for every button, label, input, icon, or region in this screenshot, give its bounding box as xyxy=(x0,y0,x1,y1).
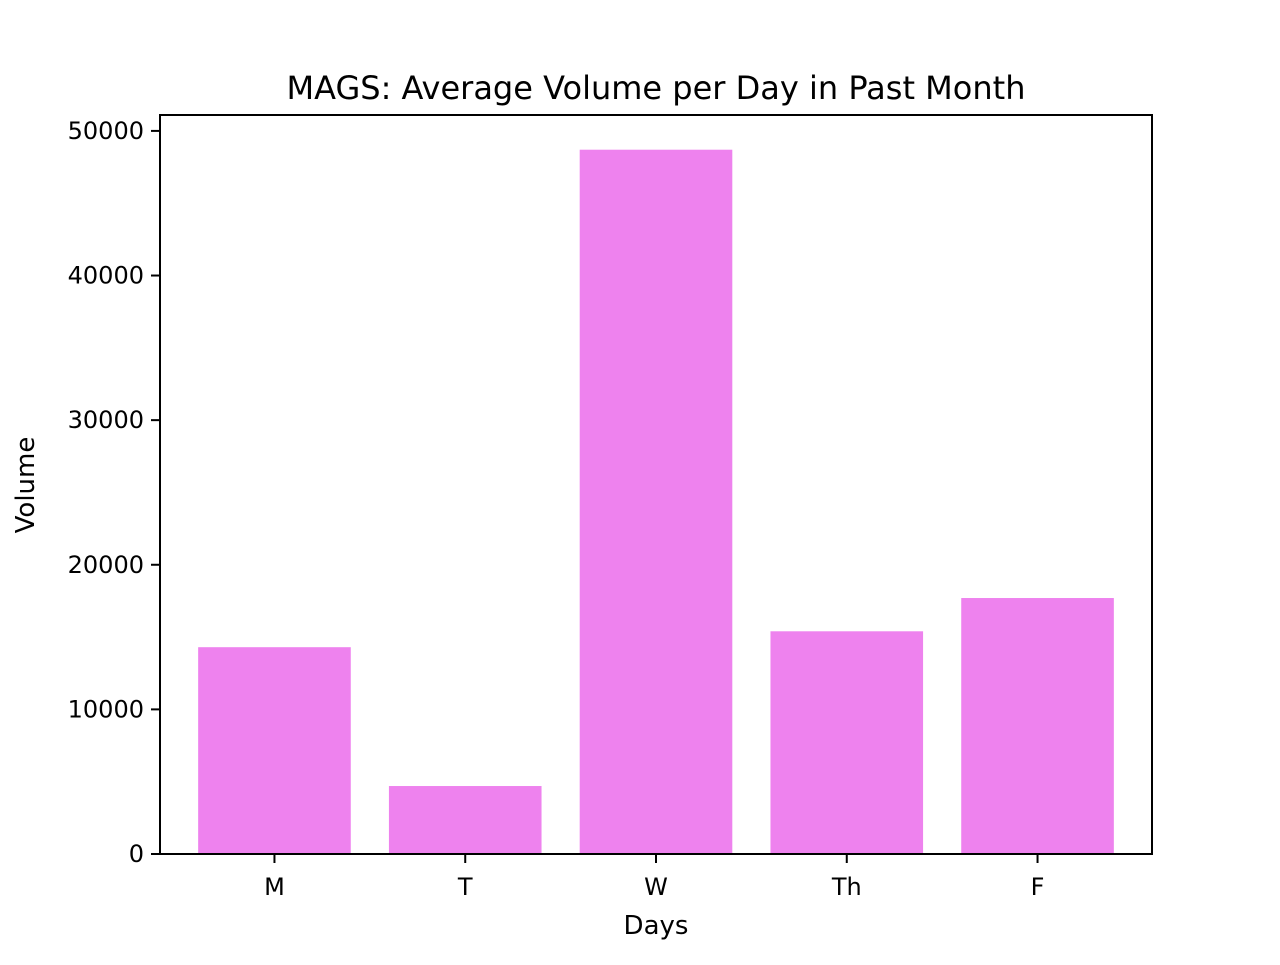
x-tick-label-th: Th xyxy=(831,873,862,901)
x-axis-label: Days xyxy=(624,911,689,941)
x-tick-label-t: T xyxy=(457,873,473,901)
bar-f xyxy=(961,598,1114,854)
x-tick-label-m: M xyxy=(264,873,285,901)
x-tick-label-w: W xyxy=(644,873,668,901)
x-tick-label-f: F xyxy=(1031,873,1045,901)
y-tick-label: 10000 xyxy=(68,695,144,723)
bar-w xyxy=(579,149,733,854)
x-axis-ticks: M T W Th F xyxy=(264,854,1044,901)
y-tick-label: 40000 xyxy=(68,262,144,290)
bar-t xyxy=(388,786,542,854)
y-tick-label: 20000 xyxy=(68,551,144,579)
bars-layer xyxy=(198,149,1114,854)
chart-title: MAGS: Average Volume per Day in Past Mon… xyxy=(287,69,1026,107)
bar-m xyxy=(198,647,351,854)
y-tick-label: 0 xyxy=(129,840,144,868)
y-tick-label: 50000 xyxy=(68,117,144,145)
y-axis-ticks: 0 10000 20000 30000 40000 50000 xyxy=(68,117,160,868)
bar-th xyxy=(770,631,924,854)
y-tick-label: 30000 xyxy=(68,406,144,434)
plot-area-frame xyxy=(159,114,1153,855)
y-axis-label: Volume xyxy=(11,437,41,534)
